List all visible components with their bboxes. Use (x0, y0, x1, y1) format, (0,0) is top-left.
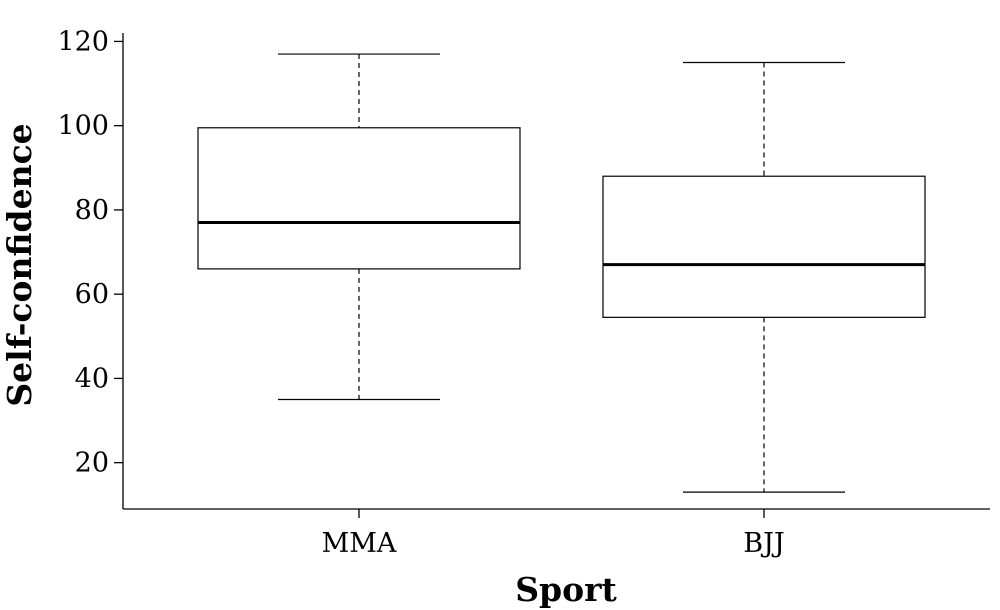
y-axis-title: Self-confidence (0, 123, 39, 406)
x-tick-label-bjj: BJJ (743, 528, 785, 559)
y-tick-label: 40 (75, 363, 109, 394)
box-bjj (602, 175, 926, 318)
y-tick-label: 60 (75, 279, 109, 310)
x-tick-label-mma: MMA (322, 528, 397, 559)
plot-area: 20 40 60 80 100 120 MMA BJJ (57, 26, 990, 559)
y-tick-label: 80 (75, 195, 109, 226)
y-tick-label: 20 (75, 448, 109, 479)
x-axis-title: Sport (515, 570, 617, 609)
y-tick-label: 100 (57, 111, 109, 142)
y-tick-label: 120 (57, 26, 109, 57)
box-mma (197, 127, 521, 270)
